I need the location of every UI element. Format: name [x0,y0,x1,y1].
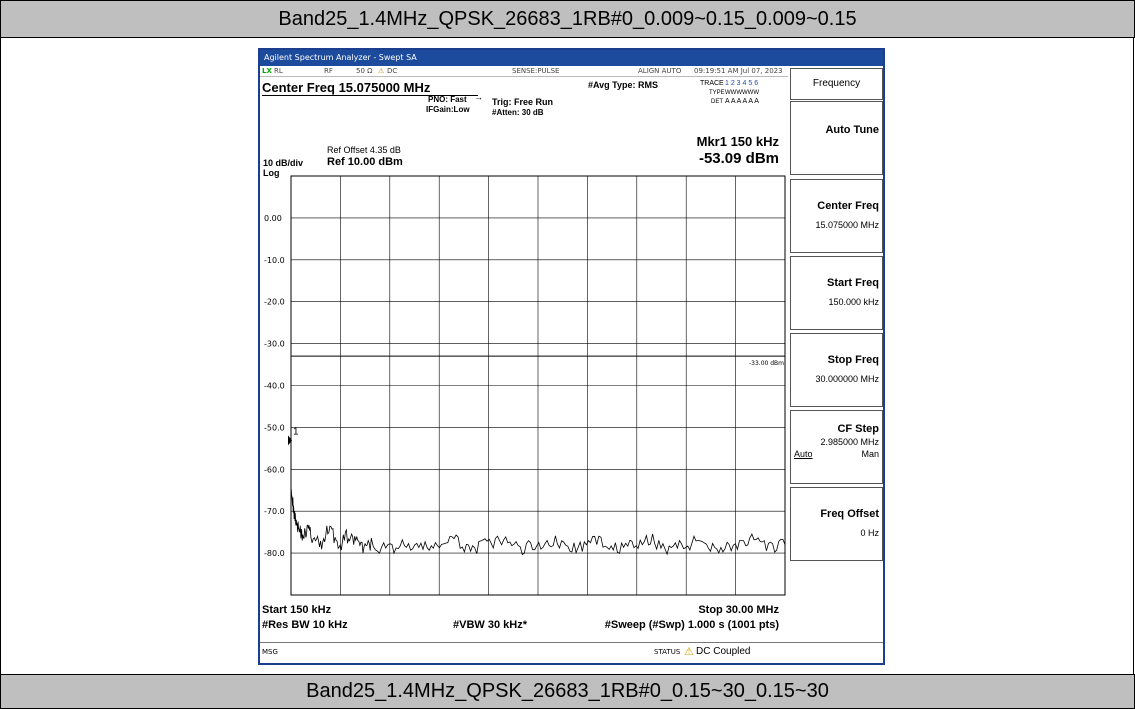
vbw-readout: #VBW 30 kHz* [453,619,527,631]
marker-1-label: 1 [293,426,299,437]
y-axis-labels: 0.00 -10.0 -20.0 -30.0 -40.0 -50.0 -60.0 -70.0 -… [264,214,285,558]
status-text: DC Coupled [696,646,751,657]
instrument-status-bar: LX RL RF 50 Ω ⚠ DC SENSE:PULSE ALIGN AUT… [260,67,788,77]
spectrum-display: 0.00 -10.0 -20.0 -30.0 -40.0 -50.0 -60.0 -70.0 -… [264,175,786,596]
start-freq-readout: Start 150 kHz [262,604,332,616]
datetime: 09:19:51 AM Jul 07, 2023 [694,67,783,75]
sweep-readout: #Sweep (#Swp) 1.000 s (1001 pts) [604,619,779,631]
trace-numbers: 1 2 3 4 5 6 [725,80,759,87]
window-titlebar: Agilent Spectrum Analyzer - Swept SA [260,50,883,66]
atten-readout: #Atten: 30 dB [492,108,544,117]
start-freq-button[interactable]: Start Freq 150.000 kHz [790,256,883,330]
stop-freq-button[interactable]: Stop Freq 30.000000 MHz [790,333,883,407]
type-values: WWWWWW [725,90,759,96]
start-freq-key-label: Start Freq [827,277,879,289]
y-tick-label: -10.0 [264,256,285,265]
y-tick-label: -80.0 [264,549,285,558]
rf-indicator: RF [324,67,333,75]
softkey-menu-title: Frequency [790,68,883,100]
dc-indicator: DC [387,67,398,75]
trace-label: TRACE [700,80,724,87]
stop-freq-key-label: Stop Freq [827,354,879,366]
freq-offset-key-value: 0 Hz [860,528,879,538]
message-bar: MSG STATUS ⚠ DC Coupled [260,642,883,661]
y-tick-label: -50.0 [264,423,285,432]
impedance-indicator: 50 Ω [356,67,373,75]
center-freq-underline [262,95,478,96]
y-tick-label: -20.0 [264,298,285,307]
ifgain-readout: IFGain:Low [426,105,470,114]
start-freq-key-value: 150.000 kHz [828,297,879,307]
status-label: STATUS [654,648,681,656]
auto-tune-label: Auto Tune [825,124,879,136]
freq-offset-button[interactable]: Freq Offset 0 Hz [790,487,883,561]
cf-step-man[interactable]: Man [861,449,879,459]
y-tick-label: -40.0 [264,382,285,391]
marker-freq-readout: Mkr1 150 kHz [696,134,779,149]
type-label: TYPE [709,90,725,96]
ref-offset-readout: Ref Offset 4.35 dB [327,145,401,155]
footer-band: Band25_1.4MHz_QPSK_26683_1RB#0_0.15~30_0… [0,674,1135,709]
arrow-right-icon: → [474,92,483,102]
warning-icon: ⚠ [378,67,385,75]
stop-freq-key-value: 30.000000 MHz [815,374,879,384]
marker-level-readout: -53.09 dBm [698,150,779,167]
header-band: Band25_1.4MHz_QPSK_26683_1RB#0_0.009~0.1… [0,0,1135,38]
cf-step-key-label: CF Step [837,423,879,435]
det-values: A A A A A A [725,98,759,105]
scale-readout: 10 dB/div [263,158,304,168]
center-freq-readout: Center Freq 15.075000 MHz [262,80,431,95]
log-readout: Log [263,168,280,178]
cf-step-key-value: 2.985000 MHz [820,437,879,447]
center-freq-button[interactable]: Center Freq 15.075000 MHz [790,179,883,253]
auto-tune-button[interactable]: Auto Tune [790,101,883,175]
pno-readout: PNO: Fast [428,95,467,104]
center-freq-key-value: 15.075000 MHz [815,220,879,230]
freq-offset-key-label: Freq Offset [820,508,879,520]
y-tick-label: -30.0 [264,340,285,349]
cf-step-auto[interactable]: Auto [794,449,813,459]
left-border [0,37,1,674]
trace-1 [290,488,786,556]
marker-1-icon [288,435,292,446]
center-freq-key-label: Center Freq [817,200,879,212]
display-line-label: -33.00 dBm [749,360,784,367]
cf-step-button[interactable]: CF Step 2.985000 MHz Auto Man [790,410,883,484]
sense-indicator: SENSE:PULSE [512,67,560,75]
res-bw-readout: #Res BW 10 kHz [262,619,348,631]
right-border [1133,37,1134,674]
graticule [290,175,786,596]
ref-level-readout: Ref 10.00 dBm [327,156,403,168]
warning-icon: ⚠ [684,645,694,658]
lxi-icon: LX [262,67,272,75]
y-tick-label: -60.0 [264,465,285,474]
y-tick-label: 0.00 [264,214,282,223]
spectrum-analyzer-window: Agilent Spectrum Analyzer - Swept SA LX … [258,48,885,665]
trig-readout: Trig: Free Run [492,97,554,107]
stop-freq-readout: Stop 30.00 MHz [698,604,779,616]
y-tick-label: -70.0 [264,507,285,516]
det-label: DET [711,99,723,105]
avg-type-readout: #Avg Type: RMS [588,80,659,90]
msg-label: MSG [262,648,278,656]
align-indicator: ALIGN AUTO [638,67,682,75]
cf-step-mode: Auto Man [791,449,879,461]
mode-indicator: RL [274,67,283,75]
